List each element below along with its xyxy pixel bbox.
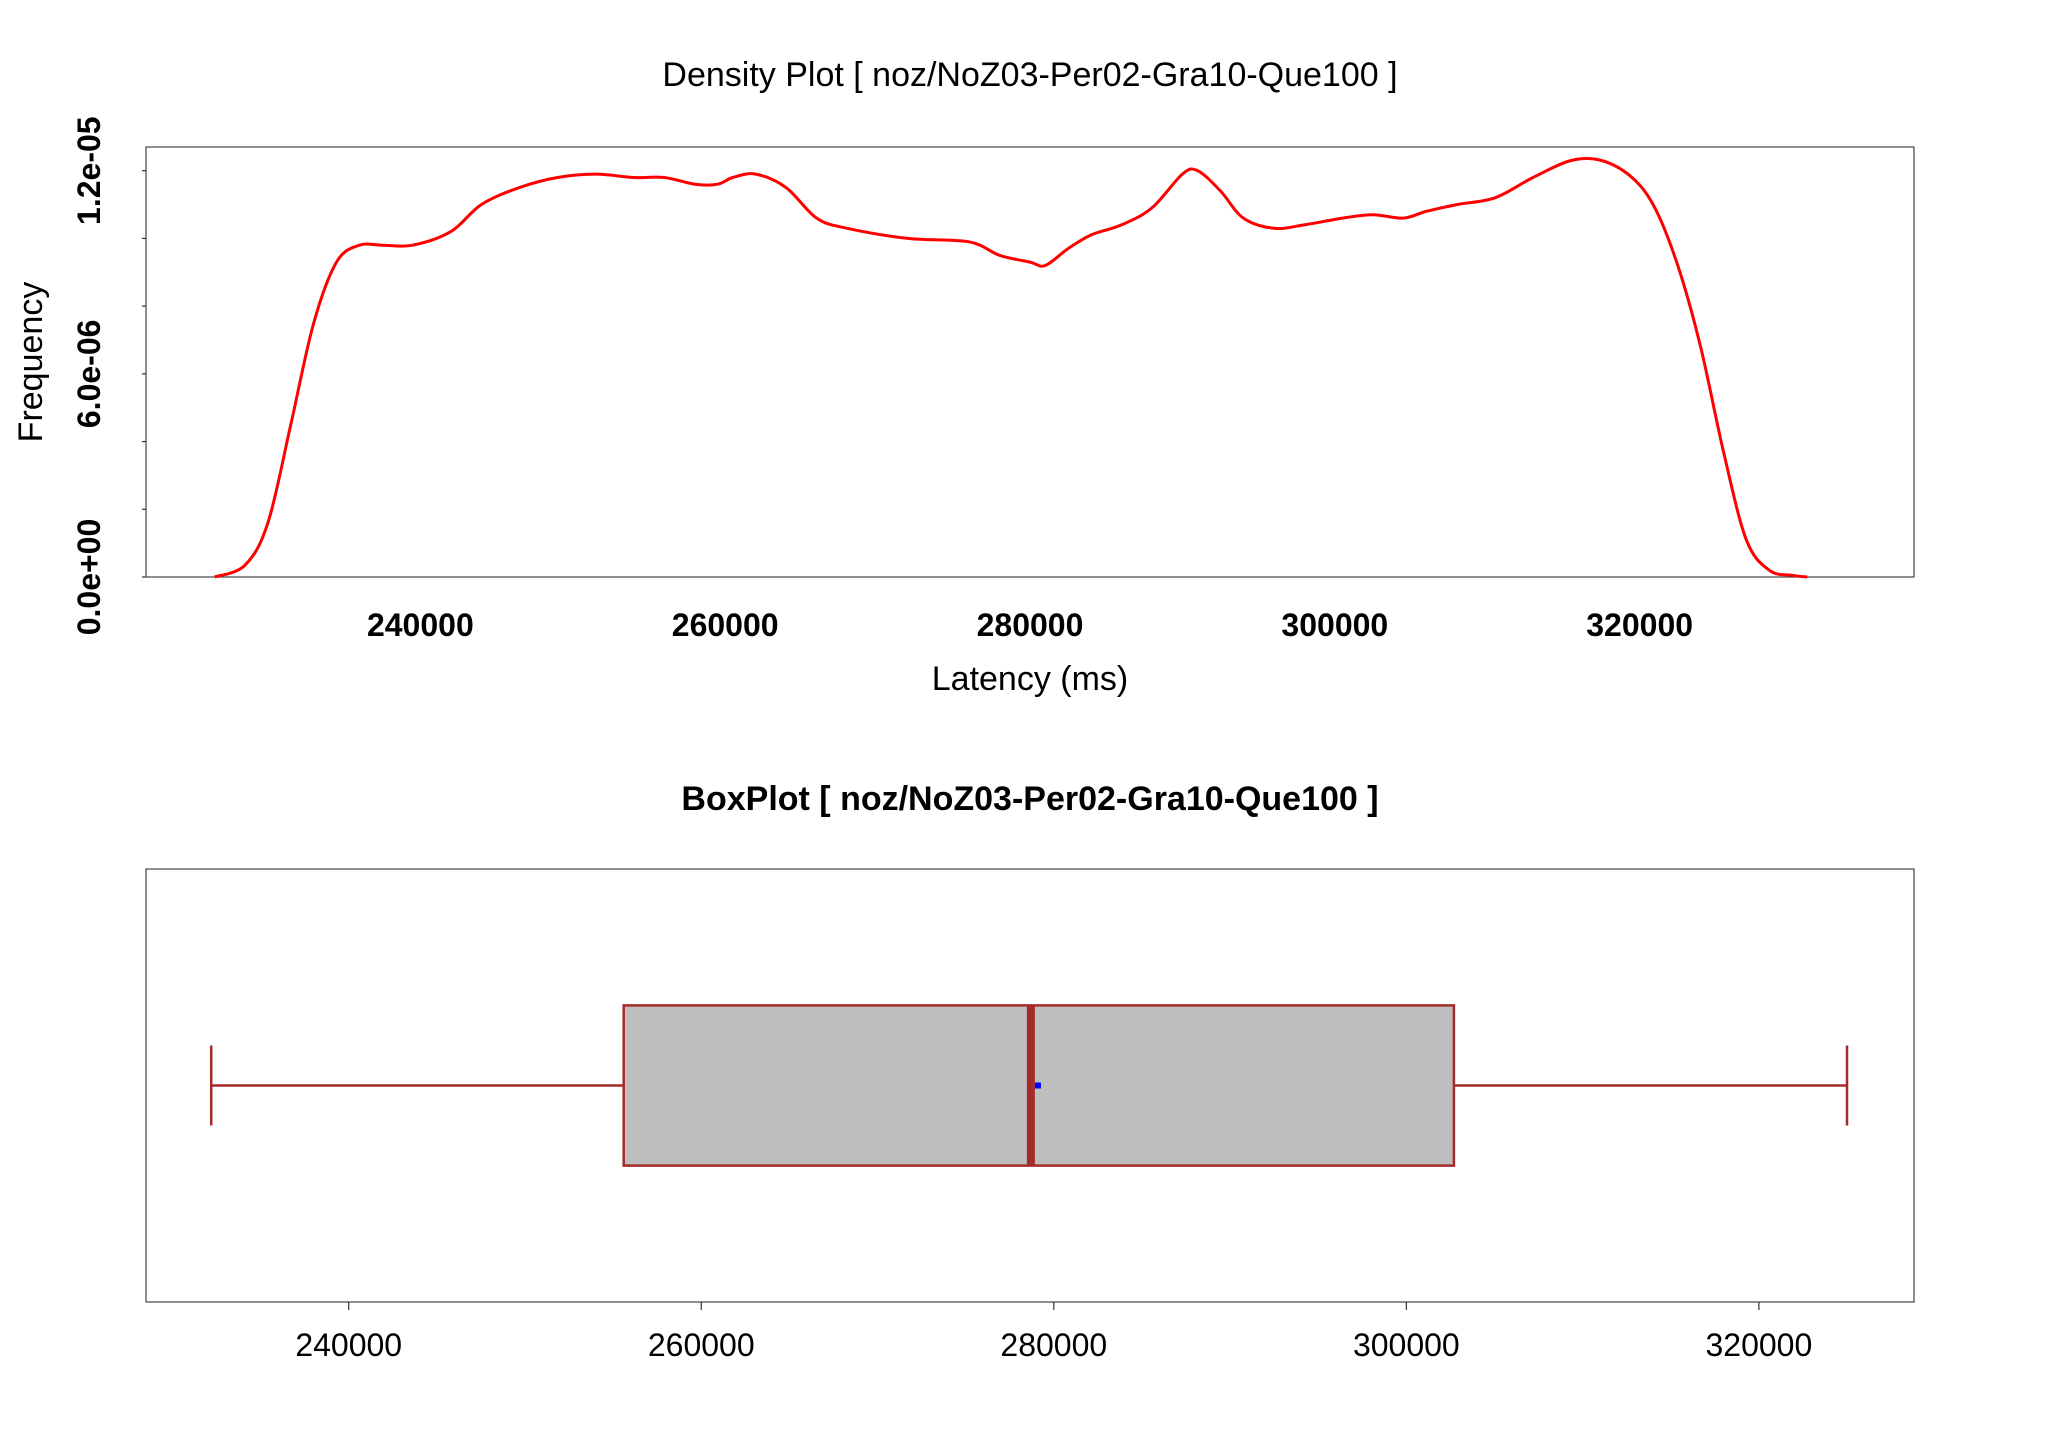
box-x-tick-label: 300000: [1353, 1327, 1460, 1363]
box-mean-marker: [1034, 1082, 1041, 1089]
box-x-axis: 240000 260000 280000 300000 320000: [295, 1302, 1812, 1363]
density-curve: [214, 156, 1808, 579]
box-x-tick-label: 240000: [295, 1327, 402, 1363]
density-y-tick-label: 0.0e+00: [71, 519, 107, 636]
density-y-axis: 0.0e+00 6.0e-06 1.2e-05: [71, 116, 146, 635]
density-x-tick-label: 260000: [672, 607, 779, 643]
density-y-tick-label: 1.2e-05: [71, 116, 107, 225]
density-y-axis-label: Frequency: [12, 282, 50, 443]
density-y-tick-label: 6.0e-06: [71, 320, 107, 429]
box-plot: BoxPlot [ noz/NoZ03-Per02-Gra10-Que100 ]…: [145, 780, 1915, 1363]
box-x-tick-label: 280000: [1000, 1327, 1107, 1363]
box-plot-frame: [145, 868, 1915, 1303]
density-x-tick-label: 240000: [367, 607, 474, 643]
density-title: Density Plot [ noz/NoZ03-Per02-Gra10-Que…: [662, 56, 1397, 94]
density-x-tick-label: 300000: [1281, 607, 1388, 643]
density-plot-frame: [145, 146, 1915, 578]
density-x-tick-label: 320000: [1586, 607, 1693, 643]
box-x-tick-label: 260000: [648, 1327, 755, 1363]
density-x-axis: 240000 260000 280000 300000 320000: [367, 607, 1693, 643]
box-x-tick-label: 320000: [1705, 1327, 1812, 1363]
density-x-tick-label: 280000: [977, 607, 1084, 643]
density-plot: Density Plot [ noz/NoZ03-Per02-Gra10-Que…: [12, 56, 1915, 698]
density-x-axis-label: Latency (ms): [932, 660, 1129, 698]
box-title: BoxPlot [ noz/NoZ03-Per02-Gra10-Que100 ]: [681, 780, 1378, 818]
